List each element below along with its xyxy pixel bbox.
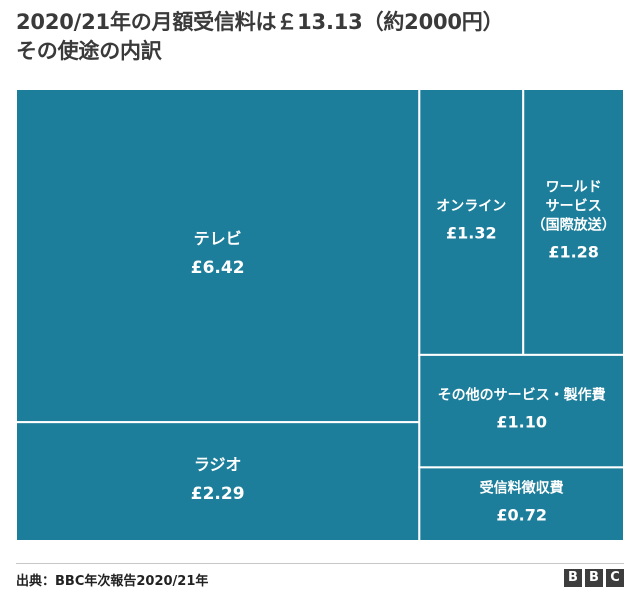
tile-label-3: オンライン [436, 198, 506, 214]
bbc-logo-letter-3: C [606, 569, 624, 587]
tile-value-3: £1.32 [446, 223, 497, 242]
tile-label-2: ラジオ [194, 455, 242, 474]
bbc-logo-letter-1: B [564, 569, 582, 587]
tile-value-2: £2.29 [191, 484, 245, 504]
tile-value-5: £1.10 [496, 413, 547, 432]
treemap-tile-4 [522, 88, 626, 356]
bbc-logo-letter-2: B [585, 569, 603, 587]
tile-label-5: その他のサービス・製作費 [438, 387, 606, 404]
tile-label-4-line-2: サービス [546, 198, 602, 214]
footer-divider [16, 563, 624, 564]
tile-label-1: テレビ [194, 229, 242, 248]
tile-value-6: £0.72 [496, 506, 547, 525]
tile-value-4: £1.28 [548, 242, 599, 261]
title-line-1: 2020/21年の月額受信料は￡13.13（約2000円） [16, 10, 504, 34]
bbc-logo: B B C [564, 569, 624, 587]
tile-label-4-line-3: （国際放送） [532, 216, 616, 233]
source-note: 出典：BBC年次報告2020/21年 [16, 574, 209, 589]
title-line-2: その使途の内訳 [16, 39, 162, 63]
treemap-tile-1 [15, 88, 421, 424]
tile-label-6: 受信料徴収費 [480, 480, 564, 497]
treemap-tile-3 [418, 88, 525, 356]
treemap-tile-6 [418, 466, 625, 542]
chart-title: 2020/21年の月額受信料は￡13.13（約2000円） その使途の内訳 [16, 8, 504, 66]
treemap-tile-2 [15, 421, 421, 543]
tile-value-1: £6.42 [191, 258, 245, 278]
tile-label-4-line-1: ワールド [546, 179, 602, 195]
treemap-tile-5 [418, 353, 625, 469]
